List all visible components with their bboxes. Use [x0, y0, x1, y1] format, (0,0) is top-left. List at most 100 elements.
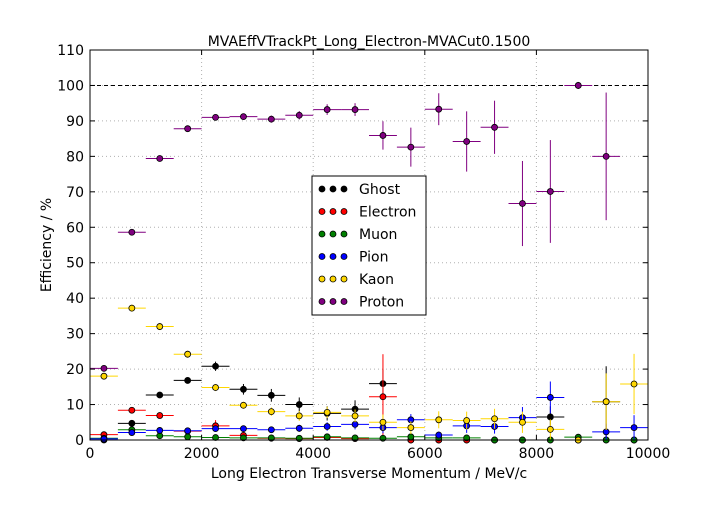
marker [267, 408, 275, 416]
marker [546, 425, 554, 433]
data-point [201, 383, 230, 392]
legend-marker [340, 298, 348, 305]
y-tick-label: 100 [57, 78, 84, 94]
legend-marker [340, 230, 348, 238]
data-point [424, 431, 453, 439]
series-pion [90, 381, 648, 444]
legend-label: Pion [359, 250, 388, 266]
y-tick-label: 40 [66, 291, 84, 307]
data-point [592, 373, 621, 431]
data-point [508, 411, 537, 433]
marker [295, 401, 303, 408]
marker [240, 113, 247, 121]
marker [240, 385, 247, 393]
data-point [285, 410, 314, 421]
data-point [229, 401, 258, 409]
data-point [341, 409, 369, 423]
data-point [117, 419, 146, 427]
legend-item-muon: Muon [318, 227, 397, 243]
marker [546, 394, 554, 401]
x-tick-label: 2000 [184, 446, 220, 462]
data-point [452, 411, 481, 430]
legend-label: Ghost [359, 182, 401, 198]
legend-item-electron: Electron [318, 205, 416, 221]
marker [212, 362, 219, 370]
marker [267, 115, 275, 123]
data-point [117, 228, 146, 236]
data-point [508, 160, 537, 247]
data-point [229, 113, 258, 121]
marker [351, 420, 359, 428]
data-point [145, 427, 174, 434]
marker [630, 424, 638, 431]
data-point [536, 419, 565, 440]
legend-item-pion: Pion [318, 250, 388, 266]
x-tick-label: 8000 [519, 446, 555, 462]
data-point [313, 433, 342, 441]
marker [267, 426, 275, 434]
marker [212, 434, 219, 441]
legend-marker [329, 185, 337, 193]
data-point [201, 425, 230, 433]
marker [435, 416, 443, 424]
marker [379, 132, 387, 139]
data-point [285, 397, 314, 412]
data-point [313, 406, 342, 419]
y-tick-label: 80 [66, 149, 84, 165]
data-point [620, 415, 648, 440]
marker [212, 384, 219, 391]
marker [295, 412, 303, 420]
marker [267, 434, 275, 442]
data-point [396, 127, 425, 167]
marker [602, 152, 610, 160]
marker [100, 372, 108, 380]
marker [435, 431, 443, 439]
data-point [620, 353, 648, 415]
marker [630, 380, 638, 388]
tick-layer: 0 2000 4000 6000 8000 10000 0 10 20 30 40 50 60 70 80 9… [57, 43, 670, 462]
marker [379, 418, 387, 426]
marker [212, 425, 219, 433]
legend-marker [340, 208, 348, 215]
legend-box [311, 175, 427, 316]
data-point [145, 391, 174, 399]
marker [156, 155, 164, 162]
marker [546, 188, 554, 195]
marker [156, 391, 164, 399]
y-tick-label: 70 [66, 185, 84, 201]
data-point [341, 103, 369, 116]
series-proton [90, 81, 621, 372]
marker [295, 111, 303, 119]
data-point [90, 435, 118, 443]
data-point [536, 140, 565, 243]
legend-label: Kaon [359, 272, 394, 288]
data-point [592, 423, 621, 440]
y-tick-label: 0 [75, 433, 84, 449]
legend-label: Proton [359, 295, 404, 311]
marker [184, 427, 192, 435]
legend-marker [318, 253, 326, 260]
marker [519, 200, 526, 207]
data-point [117, 304, 146, 312]
data-point [90, 364, 118, 372]
marker [184, 125, 192, 133]
y-tick-label: 50 [66, 256, 84, 272]
data-point [173, 125, 202, 133]
legend-marker [329, 208, 337, 215]
legend-marker [340, 185, 348, 193]
y-tick-label: 110 [57, 43, 84, 59]
marker [128, 429, 136, 436]
legend-marker [340, 275, 348, 283]
chart-title: MVAEffVTrackPt_Long_Electron-MVACut0.150… [208, 34, 531, 50]
data-point [452, 434, 481, 442]
marker [184, 377, 192, 384]
marker [100, 435, 108, 443]
data-point [145, 323, 174, 331]
y-tick-label: 20 [66, 362, 84, 378]
data-point [341, 434, 369, 442]
marker [435, 105, 443, 113]
marker [240, 401, 247, 409]
legend-marker [329, 253, 337, 260]
y-tick-label: 30 [66, 327, 84, 343]
marker [463, 417, 471, 424]
